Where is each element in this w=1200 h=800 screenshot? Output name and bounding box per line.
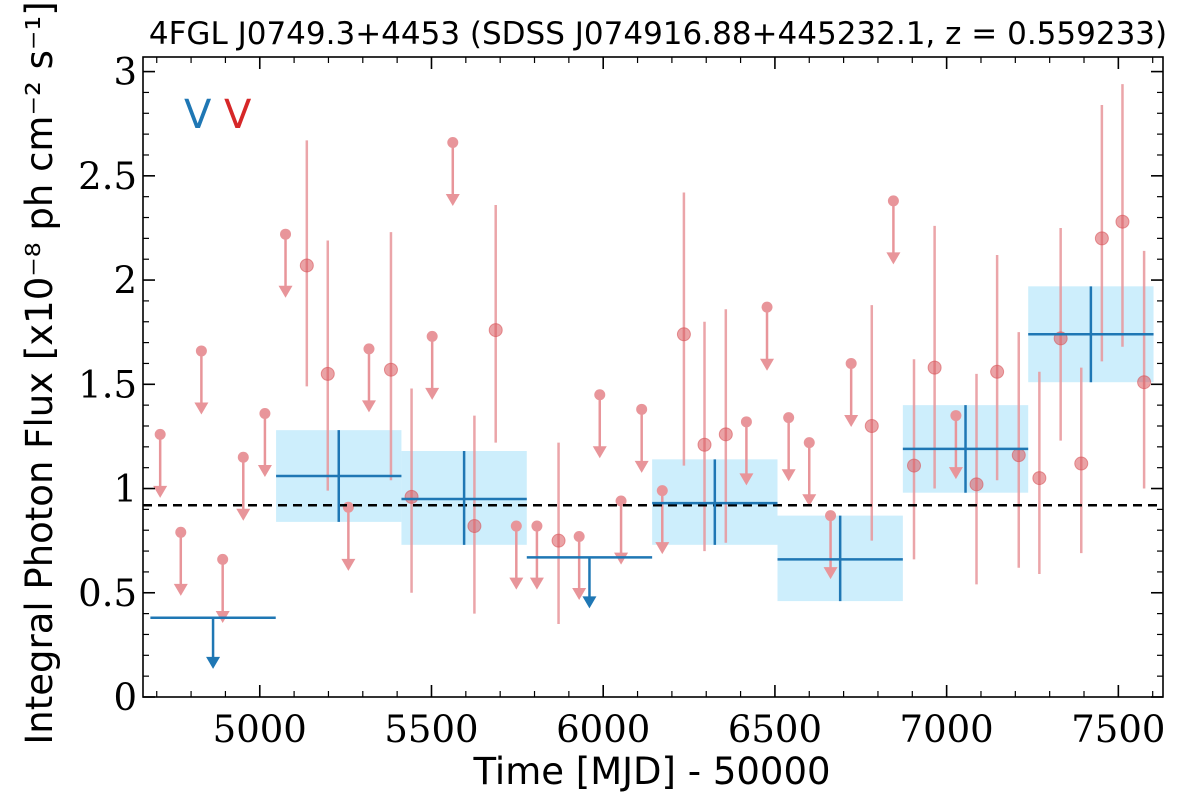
short-bin-point: [551, 533, 566, 548]
x-tick-label: 7500: [1071, 708, 1165, 751]
short-bin-upper-limit-arrow: [173, 583, 188, 596]
short-bin-upper-limit-arrow: [257, 465, 272, 478]
short-bin-point: [864, 418, 879, 433]
short-bin-upper-limit-arrow: [823, 567, 838, 580]
short-bin-point: [1011, 448, 1026, 463]
short-bin-point: [1137, 375, 1152, 390]
chart-title: 4FGL J0749.3+4453 (SDSS J074916.88+44523…: [149, 16, 1167, 52]
x-tick-label: 6000: [556, 708, 650, 751]
short-bin-upper-limit-arrow: [739, 473, 754, 486]
short-bin-point: [467, 519, 482, 534]
short-bin-upper-limit-arrow: [760, 358, 775, 371]
short-bin-point: [1032, 471, 1047, 486]
y-tick-label: 3: [113, 51, 137, 94]
short-bin-point: [718, 427, 733, 442]
short-bin-point: [488, 323, 503, 338]
short-bin-upper-limit-arrow: [614, 552, 629, 565]
short-bin-upper-limit-arrow: [529, 577, 544, 590]
short-bin-upper-limit-arrow: [341, 558, 356, 571]
x-tick-label: 5500: [384, 708, 478, 751]
short-bin-point: [676, 327, 691, 342]
short-bin-upper-limit-arrow: [844, 414, 859, 427]
short-bin-upper-limit-arrow: [361, 400, 376, 413]
long-bin-upper-limit-arrow: [582, 596, 597, 609]
short-bin-point: [1074, 456, 1089, 471]
y-tick-label: 2: [113, 259, 137, 302]
short-bin-point: [927, 360, 942, 375]
short-bin-series: [153, 84, 1152, 625]
short-bin-point: [907, 458, 922, 473]
short-bin-upper-limit-arrow: [194, 402, 209, 415]
plot-frame: [142, 56, 1164, 698]
x-axis-label: Time [MJD] - 50000: [472, 750, 830, 793]
short-bin-point: [404, 489, 419, 504]
y-tick-label: 0: [113, 676, 137, 719]
short-bin-point: [990, 364, 1005, 379]
short-bin-upper-limit-arrow: [655, 542, 670, 555]
short-bin-upper-limit-arrow: [572, 588, 587, 601]
short-bin-upper-limit-arrow: [425, 387, 440, 400]
y-tick-label: 1.5: [78, 363, 137, 406]
short-bin-upper-limit-arrow: [236, 508, 251, 521]
short-bin-point: [383, 362, 398, 377]
legend-entry: V: [224, 92, 252, 138]
short-bin-point: [1094, 231, 1109, 246]
short-bin-upper-limit-arrow: [509, 577, 524, 590]
legend-entry: V: [184, 92, 212, 138]
long-bin-bands: [276, 286, 1154, 602]
y-axis-label: Integral Photon Flux [x10⁻⁸ ph cm⁻² s⁻¹]: [18, 1, 61, 744]
short-bin-upper-limit-arrow: [278, 285, 293, 298]
short-bin-upper-limit-arrow: [802, 494, 817, 507]
y-tick-label: 0.5: [78, 572, 137, 615]
x-tick-label: 5000: [213, 708, 307, 751]
short-bin-upper-limit-arrow: [634, 460, 649, 473]
short-bin-upper-limit-arrow: [153, 485, 168, 498]
plot-axes: 5000 5500 6000 6500 7000 7500 0 0.5 1 1.5 2 2.5 3: [78, 51, 1165, 751]
short-bin-upper-limit-arrow: [948, 467, 963, 480]
short-bin-point: [697, 437, 712, 452]
short-bin-point: [1115, 214, 1130, 229]
short-bin-upper-limit-arrow: [592, 446, 607, 459]
long-bin-upper-limit-arrow: [206, 656, 221, 669]
short-bin-upper-limit-arrow: [781, 469, 796, 482]
short-bin-upper-limit-arrow: [445, 194, 460, 207]
short-bin-point: [969, 477, 984, 492]
x-tick-label: 7000: [900, 708, 994, 751]
y-tick-label: 1: [113, 468, 137, 511]
y-tick-label: 2.5: [78, 155, 137, 198]
short-bin-point: [320, 366, 335, 381]
short-bin-upper-limit-arrow: [886, 252, 901, 265]
short-bin-point: [299, 258, 314, 273]
long-bin-series: [150, 286, 1154, 669]
x-tick-label: 6500: [728, 708, 822, 751]
